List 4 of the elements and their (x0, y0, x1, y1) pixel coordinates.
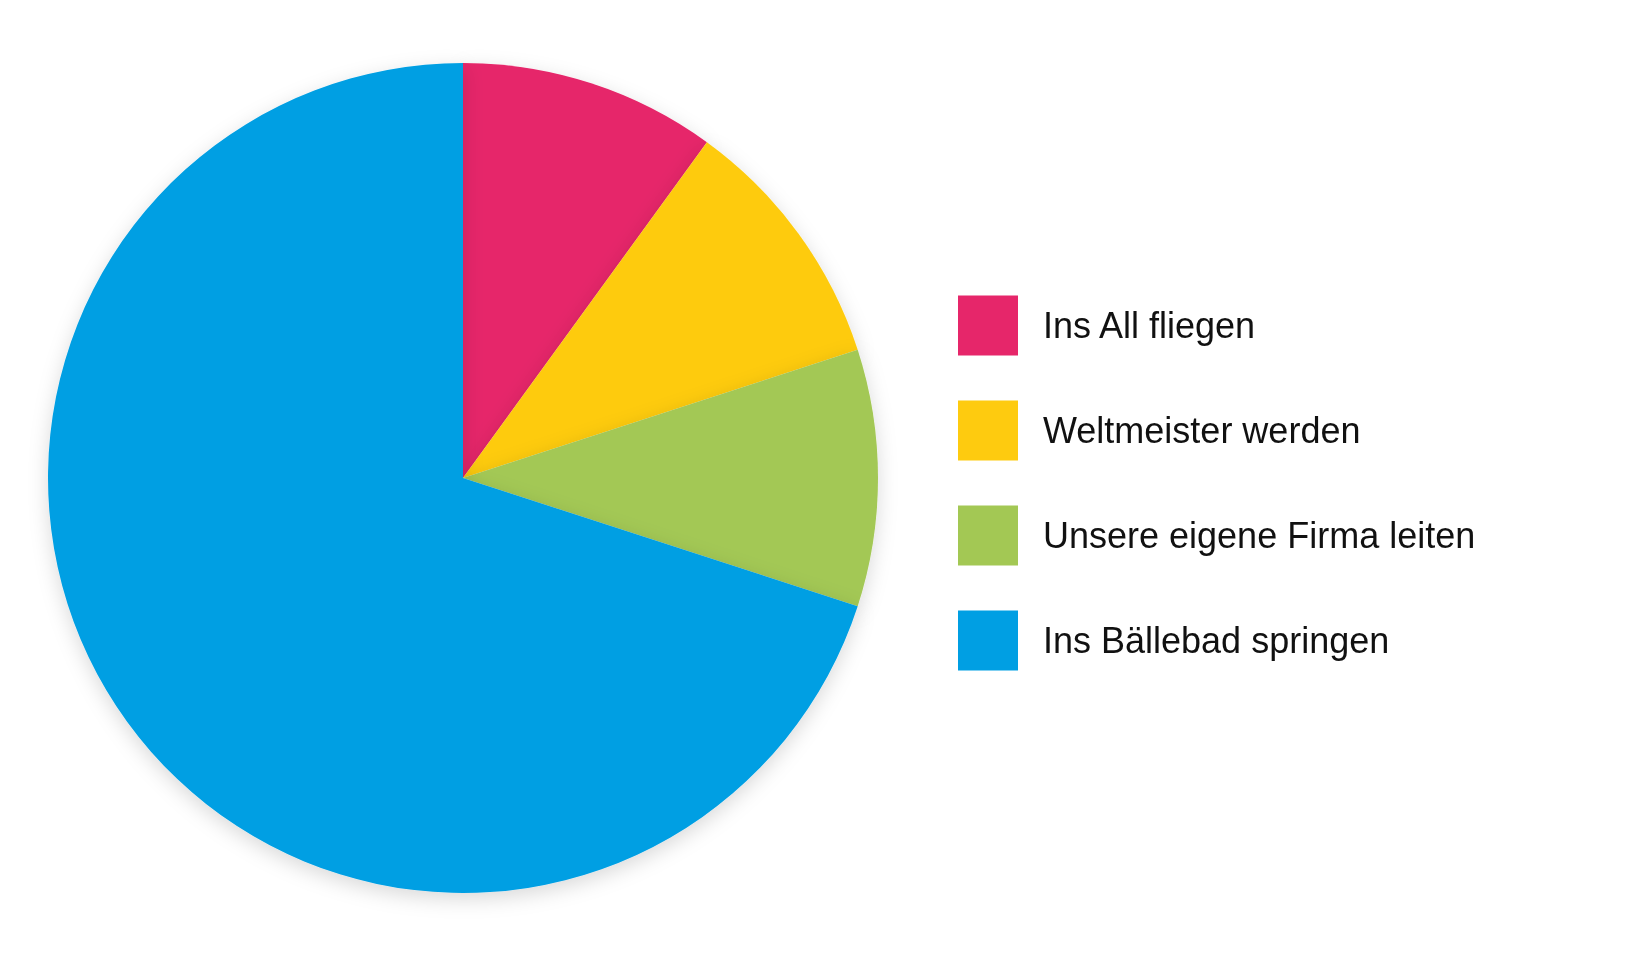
legend-label: Weltmeister werden (1043, 410, 1361, 451)
legend-label: Ins All fliegen (1043, 305, 1256, 346)
legend-label: Ins Bällebad springen (1043, 620, 1390, 661)
legend-label: Unsere eigene Firma leiten (1043, 515, 1476, 556)
